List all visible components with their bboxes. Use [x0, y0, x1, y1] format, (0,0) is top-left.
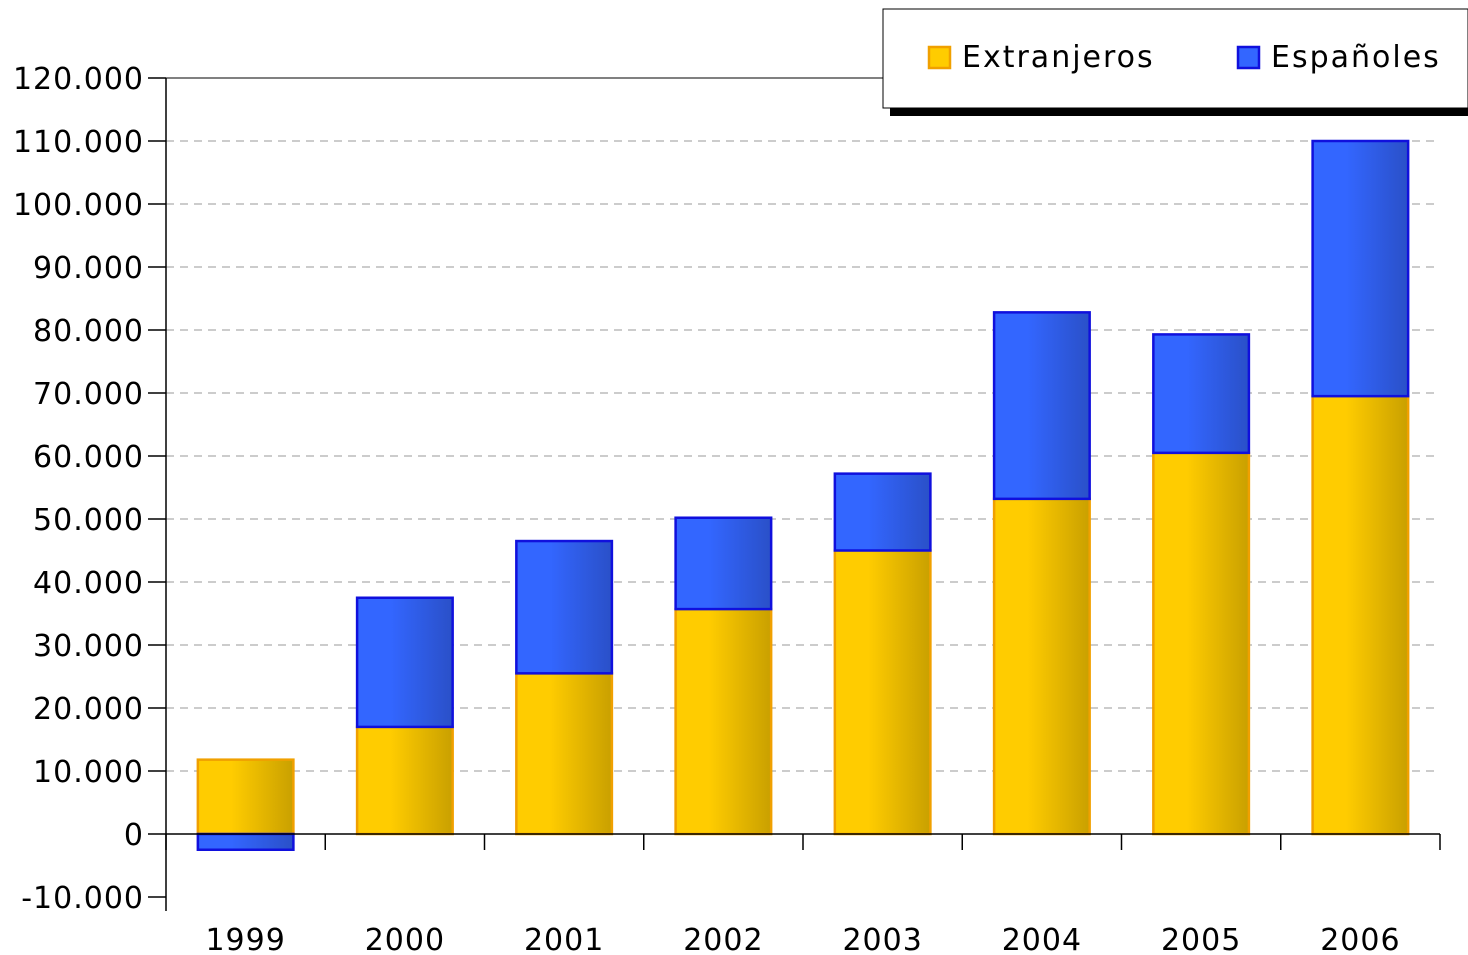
legend-swatch-extranjeros: [927, 45, 952, 70]
bar-españoles-2002: [674, 516, 773, 611]
bar-españoles-2006: [1311, 139, 1410, 398]
bar-extranjeros-2001: [515, 672, 614, 836]
y-tick-label: 70.000: [33, 377, 144, 412]
y-tick-label: 50.000: [33, 503, 144, 538]
bar-españoles-2005: [1152, 333, 1251, 455]
legend: Extranjeros Españoles: [882, 8, 1468, 116]
y-tick-label: 100.000: [13, 188, 144, 223]
bar-españoles-2001: [515, 539, 614, 675]
legend-label: Españoles: [1271, 40, 1441, 75]
y-tick-label: 60.000: [33, 440, 144, 475]
x-tick-label: 2003: [842, 923, 922, 955]
bar-extranjeros-2000: [355, 725, 454, 836]
y-tick-label: 40.000: [33, 566, 144, 601]
x-tick-label: 2006: [1320, 923, 1400, 955]
y-tick-label: 120.000: [13, 62, 144, 97]
bar-españoles-2003: [833, 472, 932, 552]
bar-españoles-2004: [992, 311, 1091, 501]
axes: -10.000 0 10.000 20.000 30.000 40.000 50.000 60…: [13, 62, 1441, 955]
legend-label: Extranjeros: [962, 40, 1155, 75]
y-tick-label: 30.000: [33, 629, 144, 664]
bar-extranjeros-2004: [992, 497, 1091, 836]
legend-swatch-españoles: [1236, 45, 1261, 70]
x-tick-label: 2000: [365, 923, 445, 955]
x-tick-label: 2005: [1161, 923, 1241, 955]
bar-españoles-2000: [355, 596, 454, 729]
bar-extranjeros-2003: [833, 549, 932, 836]
legend-box: [882, 8, 1468, 109]
y-tick-label: 10.000: [33, 755, 144, 790]
y-tick-label: -10.000: [21, 881, 144, 916]
bar-españoles-1999: [196, 832, 295, 851]
bar-extranjeros-2005: [1152, 451, 1251, 836]
x-tick-label: 2004: [1002, 923, 1082, 955]
x-tick-label: 1999: [205, 923, 285, 955]
bars: [196, 139, 1410, 851]
bar-extranjeros-2006: [1311, 394, 1410, 836]
bar-extranjeros-2002: [674, 607, 773, 836]
y-tick-label: 0: [124, 818, 144, 853]
x-tick-label: 2002: [683, 923, 763, 955]
bar-extranjeros-1999: [196, 758, 295, 836]
gridlines: [166, 77, 1440, 772]
y-tick-label: 80.000: [33, 314, 144, 349]
y-tick-label: 110.000: [13, 125, 144, 160]
y-tick-label: 90.000: [33, 251, 144, 286]
x-tick-label: 2001: [524, 923, 604, 955]
y-tick-label: 20.000: [33, 692, 144, 727]
